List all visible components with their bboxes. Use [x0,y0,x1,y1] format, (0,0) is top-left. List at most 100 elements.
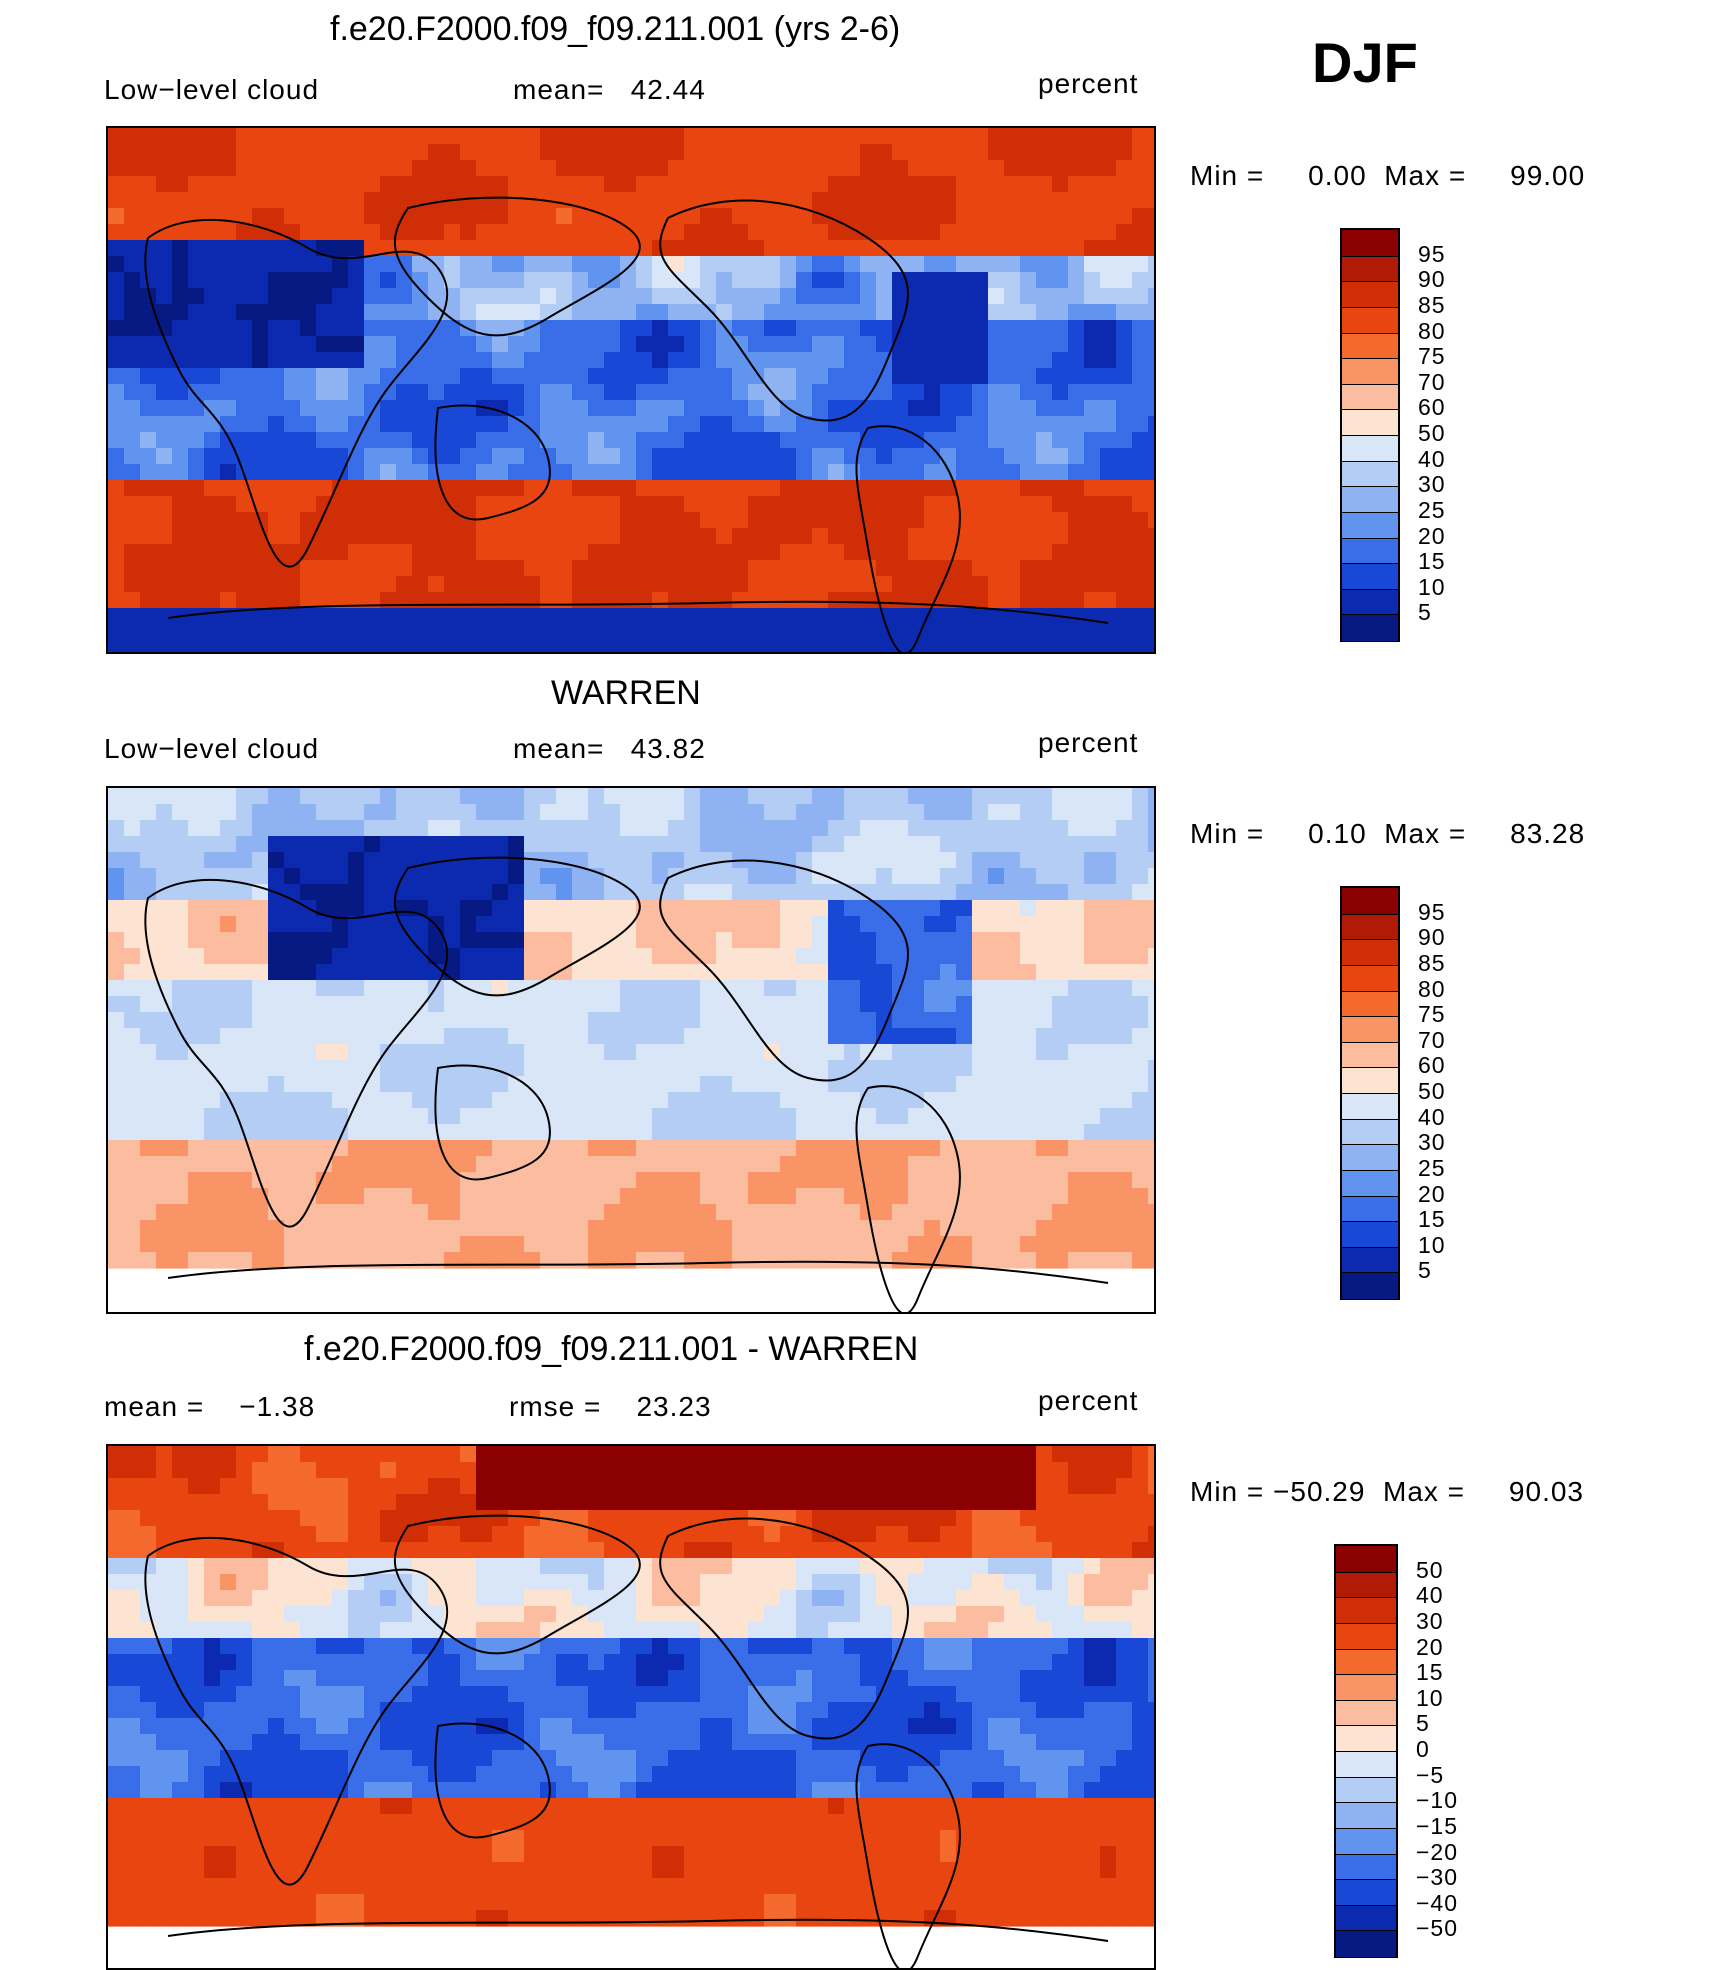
map-cell [332,1590,349,1607]
map-cell [284,608,301,625]
map-cell [460,804,477,821]
map-cell [460,304,477,321]
map-cell [508,1124,525,1141]
map-cell [876,1478,893,1495]
map-cell [540,836,557,853]
map-cell [620,964,637,981]
map-cell [444,1076,461,1093]
map-cell [764,256,781,273]
map-cell [188,836,205,853]
map-cell [252,1076,269,1093]
map-cell [796,1252,813,1269]
map-cell [988,1108,1005,1125]
map-cell [140,1044,157,1061]
map-cell [940,916,957,933]
map-cell [1020,304,1037,321]
map-cell [492,480,509,497]
map-cell [284,916,301,933]
map-cell [412,1204,429,1221]
map-cell [428,1606,445,1623]
map-cell [780,1124,797,1141]
map-cell [1084,224,1101,241]
map-cell [1036,1446,1053,1463]
map-cell [124,868,141,885]
map-cell [412,1028,429,1045]
map-cell [1020,624,1037,641]
map-cell [492,560,509,577]
map-cell [252,1092,269,1109]
map-cell [460,240,477,257]
map-cell [1100,1446,1117,1463]
map-cell [924,1108,941,1125]
map-cell [140,1188,157,1205]
map-cell [172,804,189,821]
map-cell [1148,480,1154,497]
map-cell [396,980,413,997]
map-cell [892,1172,909,1189]
map-cell [716,1542,733,1559]
map-cell [652,592,669,609]
map-cell [796,512,813,529]
map-cell [748,512,765,529]
map-cell [364,1574,381,1591]
map-cell [140,1510,157,1527]
map-cell [1004,336,1021,353]
map-cell [1100,1204,1117,1221]
map-cell [492,528,509,545]
map-cell [636,1510,653,1527]
map-cell [236,948,253,965]
map-cell [108,1028,125,1045]
map-cell [428,240,445,257]
map-cell [940,804,957,821]
map-cell [444,996,461,1013]
map-cell [940,288,957,305]
map-cell [428,868,445,885]
map-cell [364,368,381,385]
map-cell [316,224,333,241]
map-cell [316,320,333,337]
map-cell [1036,996,1053,1013]
map-cell [380,352,397,369]
map-cell [444,624,461,641]
map-cell [124,576,141,593]
map-cell [956,1044,973,1061]
map-cell [556,1108,573,1125]
map-cell [1148,788,1154,805]
map-cell [1116,416,1133,433]
map-cell [828,1606,845,1623]
map-cell [444,1188,461,1205]
map-cell [844,464,861,481]
map-cell [508,1060,525,1077]
map-cell [812,1574,829,1591]
map-cell [556,1494,573,1511]
map-cell [1116,1188,1133,1205]
map-cell [556,176,573,193]
map-cell [300,1012,317,1029]
map-cell [1036,1060,1053,1077]
map-cell [540,368,557,385]
map-cell [316,932,333,949]
colorbar-swatch [1342,914,1398,941]
map-cell [860,948,877,965]
map-cell [556,1462,573,1479]
map-cell [460,544,477,561]
map-cell [1116,192,1133,209]
map-cell [924,240,941,257]
map-cell [844,1462,861,1479]
map-cell [748,592,765,609]
map-cell [1036,1028,1053,1045]
map-cell [124,1124,141,1141]
map-cell [796,1156,813,1173]
map-cell [1052,1092,1069,1109]
map-cell [524,208,541,225]
map-cell [236,144,253,161]
map-cell [1004,176,1021,193]
map-cell [764,272,781,289]
map-cell [924,144,941,161]
map-cell [748,304,765,321]
map-cell [652,128,669,145]
map-cell [1020,1526,1037,1543]
map-cell [396,576,413,593]
map-cell [396,1606,413,1623]
map-cell [492,272,509,289]
